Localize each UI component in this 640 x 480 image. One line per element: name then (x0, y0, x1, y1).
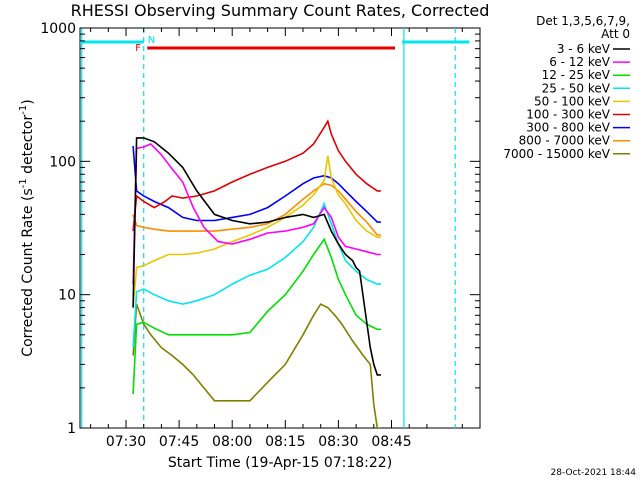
y-tick-label: 1 (67, 421, 76, 437)
x-tick-label: 07:30 (106, 434, 146, 450)
chart-title: RHESSI Observing Summary Count Rates, Co… (71, 1, 490, 20)
annotations-layer: FN (80, 28, 470, 428)
x-tick-label: 08:45 (371, 434, 411, 450)
legend-label: 3 - 6 keV (557, 42, 611, 56)
legend-label: 100 - 300 keV (526, 108, 610, 122)
x-tick-label: 08:15 (265, 434, 305, 450)
plot-area: FN 07:30 07:45 08:00 08:15 08:30 08:45 1 10 100 1… (40, 21, 481, 450)
flag-f-label: F (135, 43, 141, 54)
legend-label: 7000 - 15000 keV (503, 147, 610, 161)
y-axis-label: Corrected Count Rate (s-1 detector-1) (18, 99, 36, 356)
series-line-1 (132, 143, 381, 285)
series-line-5 (132, 119, 381, 232)
legend-label: 6 - 12 keV (549, 55, 611, 69)
plot-frame (79, 27, 481, 429)
legend-header-line-2: Att 0 (601, 27, 630, 41)
series-line-8 (132, 303, 381, 428)
legend-label: 300 - 800 keV (526, 121, 610, 135)
x-tick-label: 07:45 (159, 434, 199, 450)
x-axis-label: Start Time (19-Apr-15 07:18:22) (168, 455, 392, 471)
flag-n-label: N (148, 35, 155, 46)
series-line-0 (132, 137, 381, 376)
legend-label: 25 - 50 keV (542, 81, 611, 95)
y-tick-label: 10 (58, 288, 76, 304)
legend-label: 50 - 100 keV (534, 94, 611, 108)
legend-label: 800 - 7000 keV (519, 134, 611, 148)
series-line-2 (132, 237, 381, 395)
series-layer (132, 119, 381, 428)
y-tick-label: 100 (49, 154, 76, 170)
legend-header-line-1: Det 1,3,5,6,7,9, (536, 14, 630, 28)
series-line-3 (132, 201, 381, 348)
series-line-6 (132, 146, 381, 223)
x-tick-label: 08:00 (212, 434, 252, 450)
x-tick-label: 08:30 (318, 434, 358, 450)
y-tick-label: 1000 (40, 21, 76, 37)
axis-ticks: 07:30 07:45 08:00 08:15 08:30 08:45 1 10 100 1000 (40, 21, 481, 450)
legend-label: 12 - 25 keV (542, 68, 611, 82)
timestamp: 28-Oct-2021 18:44 (551, 468, 637, 478)
